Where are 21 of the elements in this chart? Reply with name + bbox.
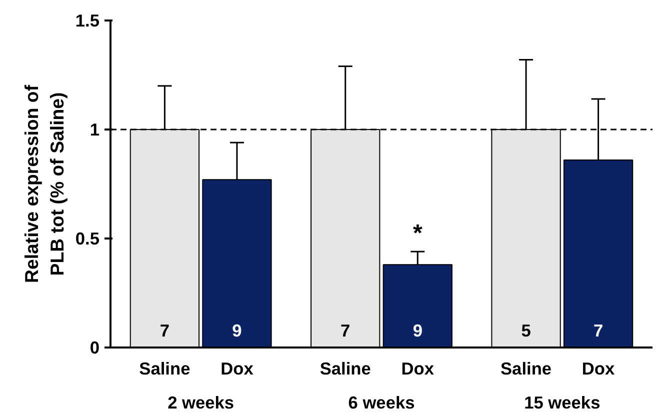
annotation: * bbox=[412, 220, 423, 248]
annotation: 7 bbox=[340, 320, 350, 341]
text: Dox bbox=[401, 358, 434, 378]
x-tick-label: 15 weeks bbox=[524, 392, 600, 412]
y-tick-label: 1.5 bbox=[75, 10, 100, 30]
text: Dox bbox=[582, 358, 615, 378]
series-label: Saline bbox=[139, 358, 191, 378]
y-tick-label: 0 bbox=[90, 338, 100, 358]
annotation: 7 bbox=[160, 320, 170, 341]
text: Saline bbox=[500, 358, 552, 378]
annotation: 5 bbox=[521, 320, 532, 341]
text: Saline bbox=[320, 358, 371, 378]
y-tick-label: 0.5 bbox=[75, 228, 100, 248]
x-tick-label: 6 weeks bbox=[348, 392, 415, 412]
series-label: Dox bbox=[220, 358, 254, 378]
annotation: 7 bbox=[593, 320, 604, 341]
y-axis-title: Relative expression of PLB tot (% of Saline) bbox=[21, 84, 68, 284]
y-tick-label: 1 bbox=[90, 120, 100, 140]
annotation: 9 bbox=[232, 320, 242, 341]
annotation: 9 bbox=[412, 320, 422, 341]
x-tick-label: 2 weeks bbox=[168, 392, 234, 412]
